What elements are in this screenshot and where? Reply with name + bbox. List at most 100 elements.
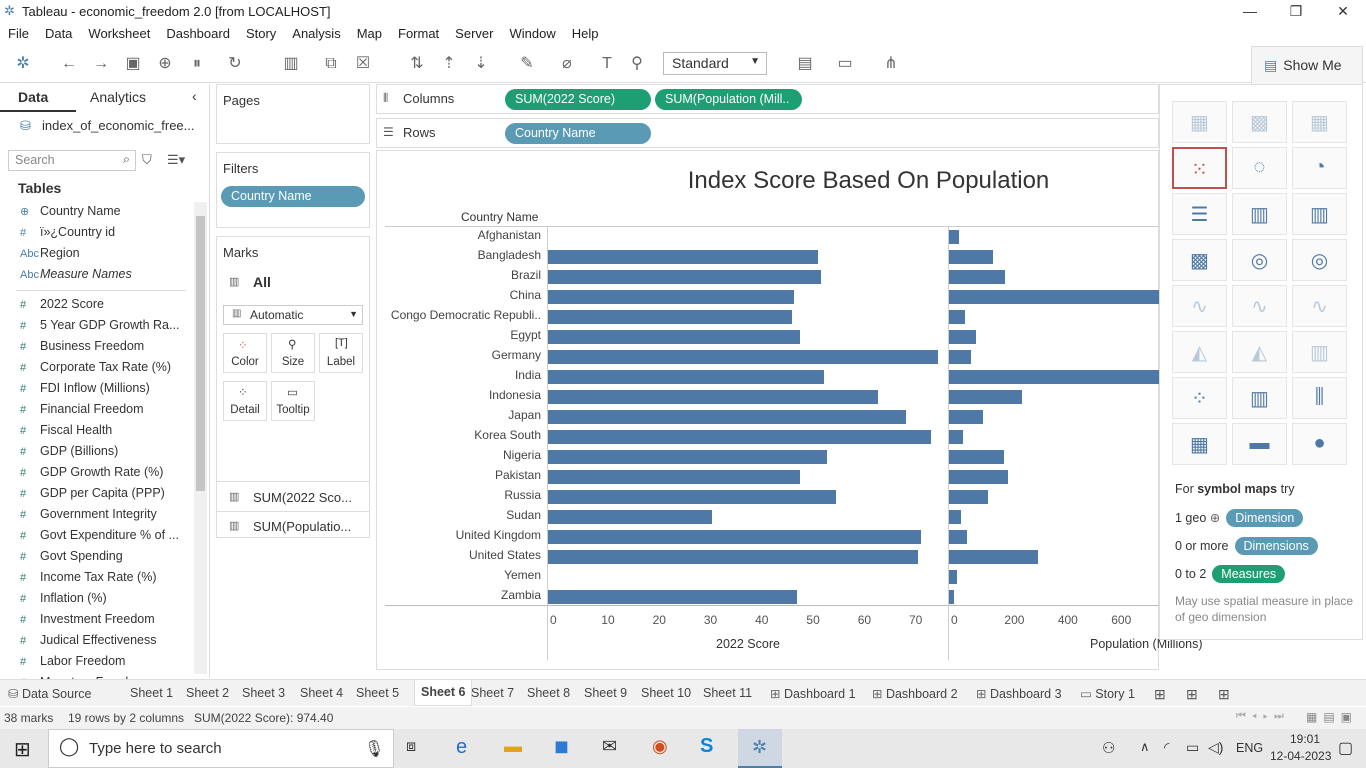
row-pill-country-name[interactable]: Country Name [505, 123, 651, 144]
tab-data[interactable]: Data [0, 84, 76, 112]
bar-mark[interactable] [548, 510, 713, 524]
menu-story[interactable]: Story [245, 26, 277, 41]
bar-mark[interactable] [548, 290, 795, 304]
chart-type-thumb[interactable]: ▦ [1292, 101, 1347, 143]
chart-type-thumb[interactable]: ∿ [1292, 285, 1347, 327]
file-explorer-icon[interactable]: ▬ [504, 736, 522, 756]
field-dimension[interactable]: AbcRegion [20, 246, 80, 260]
swap-icon[interactable]: ⇅ [410, 55, 424, 72]
bar-mark[interactable] [949, 530, 967, 544]
mark-type-select[interactable]: ▥ Automatic ▼ [223, 305, 363, 325]
chart-type-thumb[interactable]: ▦ [1172, 423, 1227, 465]
row-label[interactable]: Sudan [506, 508, 541, 522]
chart-type-thumb[interactable]: ◔ [1292, 147, 1347, 189]
app-icon[interactable]: ◉ [652, 736, 668, 756]
tab-sheet-7[interactable]: Sheet 7 [471, 686, 514, 700]
field-measure[interactable]: # Government Integrity [20, 507, 157, 521]
field-measure[interactable]: # Labor Freedom [20, 654, 125, 668]
wifi-icon[interactable]: ◜ [1164, 739, 1170, 755]
bar-mark[interactable] [548, 250, 818, 264]
datasource-name[interactable]: index_of_economic_free... [42, 118, 195, 133]
menu-server[interactable]: Server [455, 26, 494, 41]
bar-mark[interactable] [548, 450, 827, 464]
chart-type-thumb[interactable]: ▥ [1292, 331, 1347, 373]
bar-mark[interactable] [548, 490, 836, 504]
new-datasource-icon[interactable]: ⊕ [158, 55, 172, 72]
row-label[interactable]: China [509, 288, 541, 302]
chart-type-thumb[interactable]: ⁙ [1172, 147, 1227, 189]
chart-type-thumb[interactable]: ∿ [1232, 285, 1287, 327]
chart-type-thumb[interactable]: ☰ [1172, 193, 1227, 235]
marks-card-population[interactable]: ▥ SUM(Populatio... [217, 511, 369, 539]
show-me-button[interactable]: ▤ Show Me [1251, 46, 1363, 84]
tab-sheet-9[interactable]: Sheet 9 [584, 686, 627, 700]
people-icon[interactable]: ⚇ [1102, 740, 1116, 757]
search-input[interactable]: Search ⌕ [8, 150, 136, 171]
field-measure[interactable]: # GDP (Billions) [20, 444, 118, 458]
chart-type-thumb[interactable]: ◭ [1172, 331, 1227, 373]
tab-sheet-2[interactable]: Sheet 2 [186, 686, 229, 700]
field-measure[interactable]: # Corporate Tax Rate (%) [20, 360, 171, 374]
collapse-pane-icon[interactable]: ‹ [192, 88, 197, 104]
view-size-select[interactable]: Standard ▼ [663, 52, 767, 75]
sheet-nav-icons[interactable]: ⏮◂▸⏭ [1236, 710, 1290, 722]
color-button[interactable]: ⁘ Color [223, 333, 267, 373]
tab-sheet-4[interactable]: Sheet 4 [300, 686, 343, 700]
highlight-icon[interactable]: ✎ [520, 55, 534, 72]
marks-card-score[interactable]: ▥ SUM(2022 Sco... [217, 481, 369, 511]
battery-icon[interactable]: ▭ [1186, 739, 1200, 755]
pin-icon[interactable]: ⚲ [631, 55, 643, 72]
new-worksheet-tab-icon[interactable]: ⊞ [1154, 686, 1166, 702]
field-measure[interactable]: # Judical Effectiveness [20, 633, 157, 647]
tableau-taskbar-button[interactable]: ✲ [738, 729, 782, 768]
chart-view[interactable]: Index Score Based On Population Country … [376, 150, 1203, 670]
row-label[interactable]: Brazil [510, 268, 541, 282]
restore-icon[interactable]: ❐ [1289, 3, 1303, 19]
bar-mark[interactable] [548, 270, 822, 284]
chart-type-thumb[interactable]: ⫼ [1292, 377, 1347, 419]
tab-sheet-6[interactable]: Sheet 6 [414, 680, 473, 706]
bar-mark[interactable] [949, 590, 954, 604]
show-labels-icon[interactable]: T [602, 55, 612, 72]
bar-mark[interactable] [949, 310, 966, 324]
tooltip-button[interactable]: ▭ Tooltip [271, 381, 315, 421]
row-label[interactable]: Yemen [504, 568, 541, 582]
tab-sheet-10[interactable]: Sheet 10 [641, 686, 691, 700]
menu-worksheet[interactable]: Worksheet [88, 26, 151, 41]
language-indicator[interactable]: ENG [1236, 741, 1264, 755]
bar-mark[interactable] [548, 550, 918, 564]
bar-mark[interactable] [949, 510, 961, 524]
tab-dashboard-1[interactable]: ⊞ Dashboard 1 [770, 686, 856, 701]
save-icon[interactable]: ▣ [125, 55, 141, 72]
show-cards-icon[interactable]: ▤ [797, 55, 813, 72]
chart-type-thumb[interactable]: ◌ [1232, 147, 1287, 189]
bar-mark[interactable] [949, 430, 963, 444]
field-measure[interactable]: #5 Year GDP Growth Ra... [20, 318, 179, 332]
menu-file[interactable]: File [8, 26, 29, 41]
view-list-icon[interactable]: ☰▾ [167, 152, 186, 167]
menu-help[interactable]: Help [571, 26, 599, 41]
row-label[interactable]: Bangladesh [477, 248, 541, 262]
new-worksheet-icon[interactable]: ▥ [283, 55, 299, 72]
field-measure[interactable]: # Inflation (%) [20, 591, 107, 605]
notifications-icon[interactable]: ▢ [1338, 740, 1354, 757]
microphone-icon[interactable]: 🎙 [364, 741, 385, 758]
rows-shelf[interactable]: ☰ Rows Country Name [376, 118, 1159, 148]
tab-analytics[interactable]: Analytics [76, 84, 176, 112]
marks-all[interactable]: All [253, 274, 271, 290]
chevron-up-icon[interactable]: ∧ [1140, 739, 1150, 754]
skype-icon[interactable]: S [700, 735, 714, 757]
field-measure[interactable]: # Fiscal Health [20, 423, 112, 437]
row-label[interactable]: Korea South [474, 428, 541, 442]
row-label[interactable]: Japan [508, 408, 541, 422]
scrollbar-thumb[interactable] [196, 216, 205, 491]
field-measure[interactable]: # Govt Expenditure % of ... [20, 528, 179, 542]
group-icon[interactable]: ⌀ [562, 55, 572, 72]
field-measure[interactable]: # Govt Spending [20, 549, 123, 563]
bar-mark[interactable] [548, 330, 800, 344]
volume-icon[interactable]: ◁) [1208, 739, 1224, 755]
redo-icon[interactable]: → [93, 55, 109, 72]
chart-type-thumb[interactable]: ◎ [1232, 239, 1287, 281]
duplicate-icon[interactable]: ⧉ [325, 55, 337, 72]
row-label[interactable]: Russia [504, 488, 541, 502]
